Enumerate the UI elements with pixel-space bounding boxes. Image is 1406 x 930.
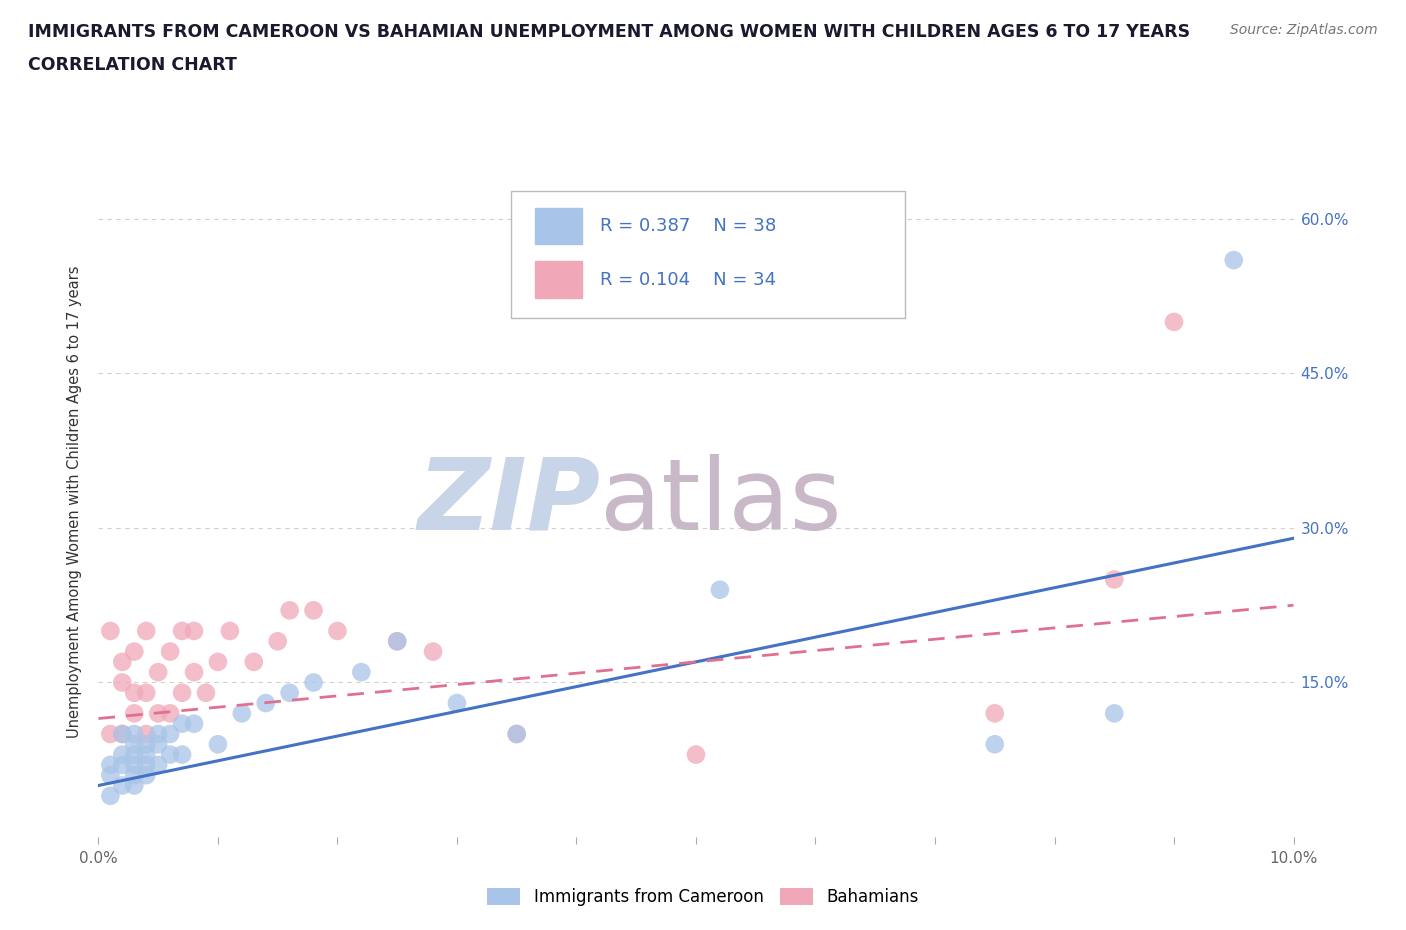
Point bbox=[172, 716, 194, 731]
Legend: Immigrants from Cameroon, Bahamians: Immigrants from Cameroon, Bahamians bbox=[481, 881, 925, 912]
Point bbox=[148, 757, 170, 772]
Point bbox=[231, 706, 253, 721]
Point bbox=[207, 655, 229, 670]
Point bbox=[159, 726, 181, 741]
Point bbox=[422, 644, 444, 659]
Point bbox=[111, 675, 134, 690]
Point bbox=[159, 644, 181, 659]
Point bbox=[1104, 572, 1126, 587]
Point bbox=[111, 757, 134, 772]
Point bbox=[506, 726, 529, 741]
Point bbox=[302, 675, 325, 690]
Text: IMMIGRANTS FROM CAMEROON VS BAHAMIAN UNEMPLOYMENT AMONG WOMEN WITH CHILDREN AGES: IMMIGRANTS FROM CAMEROON VS BAHAMIAN UNE… bbox=[28, 23, 1191, 41]
Point bbox=[148, 737, 170, 751]
Point bbox=[111, 726, 134, 741]
Point bbox=[1104, 706, 1126, 721]
Point bbox=[135, 757, 157, 772]
Bar bbox=[534, 261, 582, 298]
Point bbox=[100, 726, 122, 741]
FancyBboxPatch shape bbox=[510, 191, 905, 318]
Point bbox=[984, 737, 1007, 751]
Point bbox=[219, 623, 242, 638]
Point bbox=[1223, 253, 1246, 268]
Point bbox=[446, 696, 468, 711]
Point bbox=[183, 623, 205, 638]
Point bbox=[148, 665, 170, 680]
Point bbox=[172, 685, 194, 700]
Point bbox=[124, 778, 146, 793]
Point bbox=[172, 623, 194, 638]
Point bbox=[111, 778, 134, 793]
Point bbox=[385, 634, 409, 649]
Point bbox=[183, 665, 205, 680]
Point bbox=[124, 737, 146, 751]
Point bbox=[124, 747, 146, 762]
Point bbox=[350, 665, 373, 680]
Text: ZIP: ZIP bbox=[418, 454, 600, 551]
Point bbox=[111, 747, 134, 762]
Point bbox=[124, 726, 146, 741]
Point bbox=[124, 768, 146, 783]
Point bbox=[385, 634, 409, 649]
Point bbox=[111, 655, 134, 670]
Point bbox=[100, 623, 122, 638]
Point bbox=[183, 716, 205, 731]
Text: Source: ZipAtlas.com: Source: ZipAtlas.com bbox=[1230, 23, 1378, 37]
Point bbox=[302, 603, 325, 618]
Point bbox=[984, 706, 1007, 721]
Point bbox=[135, 737, 157, 751]
Point bbox=[124, 706, 146, 721]
Point bbox=[135, 685, 157, 700]
Point bbox=[124, 685, 146, 700]
Point bbox=[135, 747, 157, 762]
Point bbox=[135, 726, 157, 741]
Point bbox=[159, 706, 181, 721]
Point bbox=[1163, 314, 1185, 329]
Point bbox=[124, 757, 146, 772]
Point bbox=[709, 582, 731, 597]
Text: R = 0.104    N = 34: R = 0.104 N = 34 bbox=[600, 271, 776, 289]
Point bbox=[254, 696, 277, 711]
Point bbox=[506, 726, 529, 741]
Point bbox=[135, 623, 157, 638]
Point bbox=[267, 634, 290, 649]
Point bbox=[172, 747, 194, 762]
Point bbox=[124, 644, 146, 659]
Point bbox=[100, 768, 122, 783]
Point bbox=[111, 726, 134, 741]
Point bbox=[100, 789, 122, 804]
Point bbox=[278, 603, 301, 618]
Point bbox=[326, 623, 349, 638]
Point bbox=[148, 706, 170, 721]
Bar bbox=[534, 207, 582, 245]
Point bbox=[135, 768, 157, 783]
Point bbox=[243, 655, 266, 670]
Point bbox=[159, 747, 181, 762]
Y-axis label: Unemployment Among Women with Children Ages 6 to 17 years: Unemployment Among Women with Children A… bbox=[67, 266, 83, 738]
Point bbox=[685, 747, 707, 762]
Point bbox=[195, 685, 218, 700]
Point bbox=[278, 685, 301, 700]
Text: CORRELATION CHART: CORRELATION CHART bbox=[28, 56, 238, 73]
Point bbox=[148, 726, 170, 741]
Point bbox=[207, 737, 229, 751]
Text: atlas: atlas bbox=[600, 454, 842, 551]
Point bbox=[100, 757, 122, 772]
Text: R = 0.387    N = 38: R = 0.387 N = 38 bbox=[600, 217, 776, 234]
